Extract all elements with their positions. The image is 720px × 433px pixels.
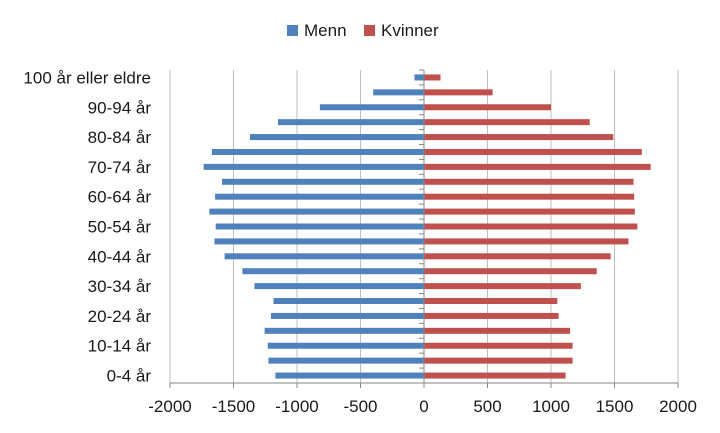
bar-menn (215, 223, 424, 230)
y-tick-label: 50-54 år (88, 218, 152, 237)
bar-kvinner (424, 178, 634, 185)
y-tick-labels: 0-4 år 10-14 år 20-24 år 30-34 år 40-44 år 50… (23, 68, 151, 385)
bar-menn (211, 148, 424, 155)
bar-kvinner (424, 238, 629, 245)
x-tick-label: 0 (419, 397, 428, 416)
bar-menn (264, 327, 424, 334)
bar-menn (242, 268, 424, 275)
bar-menn (214, 238, 424, 245)
x-tick-label: -1000 (275, 397, 318, 416)
y-tick-label: 40-44 år (88, 247, 152, 266)
bar-kvinner (424, 268, 597, 275)
bars (203, 74, 651, 379)
legend-swatch-kvinner (364, 25, 375, 36)
y-tick-label: 0-4 år (107, 367, 152, 386)
bar-menn (254, 283, 424, 290)
bar-kvinner (424, 134, 614, 141)
legend-label-kvinner: Kvinner (381, 21, 439, 40)
bar-kvinner (424, 357, 573, 364)
x-tick-label: -2000 (148, 397, 191, 416)
y-tick-label: 90-94 år (88, 98, 152, 117)
x-tick-label: 2000 (659, 397, 697, 416)
bar-kvinner (424, 253, 611, 260)
axes (169, 69, 679, 388)
bar-menn (224, 253, 424, 260)
bar-menn (268, 357, 424, 364)
bar-menn (270, 312, 424, 319)
bar-kvinner (424, 89, 493, 96)
y-tick-label: 100 år eller eldre (23, 68, 151, 87)
y-tick-label: 60-64 år (88, 188, 152, 207)
bar-menn (203, 163, 424, 170)
bar-menn (414, 74, 424, 81)
bar-kvinner (424, 312, 559, 319)
bar-kvinner (424, 119, 590, 126)
bar-menn (267, 342, 424, 349)
bar-kvinner (424, 74, 441, 81)
bar-menn (319, 104, 424, 111)
bar-menn (273, 298, 424, 305)
bar-menn (250, 134, 424, 141)
bar-menn (215, 193, 424, 200)
x-tick-labels: -2000 -1500 -1000 -500 0 500 1000 1500 2000 (148, 397, 697, 416)
y-tick-label: 20-24 år (88, 307, 152, 326)
bar-kvinner (424, 163, 651, 170)
bar-kvinner (424, 327, 571, 334)
x-tick-label: -500 (343, 397, 377, 416)
bar-menn (209, 208, 424, 215)
bar-menn (275, 372, 424, 379)
y-tick-label: 10-14 år (88, 337, 152, 356)
bar-kvinner (424, 104, 551, 111)
bar-kvinner (424, 342, 573, 349)
bar-kvinner (424, 283, 581, 290)
bar-menn (222, 178, 424, 185)
legend-label-menn: Menn (304, 21, 347, 40)
x-tick-label: 500 (473, 397, 501, 416)
bar-kvinner (424, 372, 566, 379)
y-tick-label: 30-34 år (88, 277, 152, 296)
bar-menn (277, 119, 424, 126)
bar-kvinner (424, 208, 635, 215)
y-tick-label: 70-74 år (88, 158, 152, 177)
legend-swatch-menn (287, 25, 298, 36)
bar-kvinner (424, 298, 558, 305)
legend: Menn Kvinner (287, 21, 439, 40)
y-tick-label: 80-84 år (88, 128, 152, 147)
bar-menn (373, 89, 424, 96)
bar-kvinner (424, 193, 635, 200)
bar-kvinner (424, 148, 642, 155)
bar-kvinner (424, 223, 638, 230)
x-tick-label: -1500 (212, 397, 255, 416)
x-tick-label: 1000 (532, 397, 570, 416)
x-tick-label: 1500 (596, 397, 634, 416)
